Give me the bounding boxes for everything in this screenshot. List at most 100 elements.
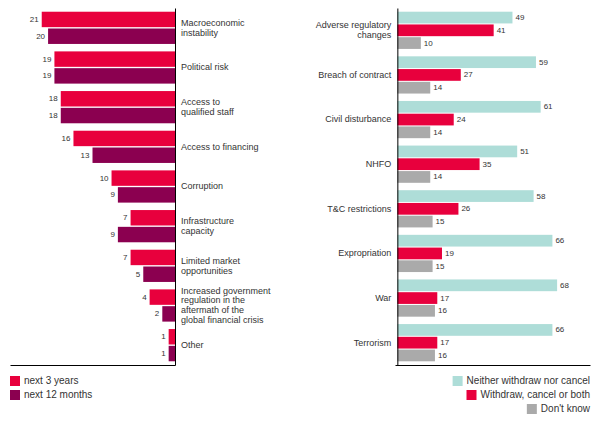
series-bars [397, 12, 557, 336]
legend-item: Withdraw, cancel or both [467, 389, 591, 400]
legend-swatch [10, 376, 20, 386]
axis-line [175, 9, 176, 366]
tick-label: Limited marketopportunities [181, 256, 241, 276]
data-label: 21 [30, 15, 39, 24]
tick-label: Corruption [181, 181, 223, 191]
bar [397, 305, 435, 317]
tick-label-line: Access to [181, 97, 220, 107]
tick: Civil disturbance [325, 114, 391, 124]
data-label: 13 [81, 151, 90, 160]
legend-label: Withdraw, cancel or both [481, 389, 591, 400]
data-label: 14 [433, 128, 442, 137]
data-label: 15 [436, 262, 445, 271]
bar [150, 289, 175, 304]
data-label: 14 [433, 83, 442, 92]
data-label: 24 [457, 115, 466, 124]
tick: War [375, 293, 391, 303]
data-label: 35 [483, 160, 492, 169]
tick-label-line: Corruption [181, 181, 223, 191]
data-label: 1 [161, 349, 166, 358]
series-bars [397, 37, 435, 361]
data-labels: 211918161077412019181399521 [30, 15, 166, 358]
data-label: 58 [537, 192, 546, 201]
bar [397, 146, 517, 158]
tick-label-line: instability [181, 28, 219, 38]
bar [131, 210, 175, 225]
tick-label-line: regulation in the [181, 295, 245, 305]
bars [397, 12, 557, 362]
tick-label: Terrorism [354, 338, 392, 348]
bar [118, 227, 175, 242]
bar [112, 170, 175, 185]
tick-label: NHFO [366, 159, 392, 169]
tick-label-line: Political risk [181, 62, 229, 72]
tick: Macroeconomicinstability [181, 18, 245, 38]
legend-item: next 12 months [10, 389, 92, 400]
tick-label-line: Civil disturbance [325, 114, 391, 124]
bar [397, 24, 493, 36]
data-label: 15 [436, 217, 445, 226]
bar [397, 279, 557, 291]
data-label: 59 [539, 58, 548, 67]
data-label: 7 [123, 253, 128, 262]
data-label: 2 [155, 309, 160, 318]
data-label: 68 [560, 281, 569, 290]
tick: Increased governmentregulation in theaft… [181, 286, 271, 326]
bar [397, 69, 460, 81]
data-label: 10 [424, 39, 433, 48]
tick: Breach of contract [318, 70, 392, 80]
tick-label: Access to financing [181, 142, 259, 152]
tick-label: Adverse regulatorychanges [316, 20, 392, 40]
bar [397, 101, 540, 113]
x-axis [11, 365, 176, 366]
data-label: 19 [43, 55, 52, 64]
legend-item: Don't know [527, 403, 591, 414]
tick-label-line: global financial crisis [181, 315, 264, 325]
axis-line [11, 365, 176, 366]
bar [397, 216, 432, 228]
data-labels: 4959615158666866412724352619171710141414… [424, 13, 570, 360]
legend-swatch [453, 376, 463, 386]
bar [162, 306, 175, 321]
tick-label-line: qualified staff [181, 107, 234, 117]
tick-label-line: Adverse regulatory [316, 20, 392, 30]
bar [397, 235, 552, 247]
bar [397, 260, 432, 272]
legend-label: next 3 years [24, 375, 78, 386]
tick-label: Infrastructurecapacity [181, 216, 234, 236]
bar [397, 126, 430, 138]
tick: Corruption [181, 181, 223, 191]
tick-label: T&C restrictions [327, 204, 392, 214]
tick-label-line: changes [357, 30, 392, 40]
tick-label-line: Limited market [181, 256, 241, 266]
legend-label: Neither withdraw nor cancel [467, 375, 590, 386]
bars [42, 12, 175, 362]
bar [397, 248, 442, 260]
bar [93, 148, 176, 163]
tick: Terrorism [354, 338, 392, 348]
tick-label-line: Other [181, 340, 204, 350]
tick: Limited marketopportunities [181, 256, 241, 276]
bar [397, 158, 479, 170]
tick-label-line: capacity [181, 226, 215, 236]
bar [397, 292, 437, 304]
bar [48, 29, 175, 44]
data-label: 5 [136, 270, 141, 279]
legend: Neither withdraw nor cancel Withdraw, can… [453, 375, 591, 414]
data-label: 17 [440, 294, 449, 303]
data-label: 16 [62, 134, 71, 143]
tick: Other [181, 340, 204, 350]
bar [61, 91, 175, 106]
data-label: 14 [433, 172, 442, 181]
data-label: 66 [555, 236, 564, 245]
bar [397, 114, 453, 126]
tick-label-line: Increased government [181, 286, 271, 296]
data-label: 49 [515, 13, 524, 22]
tick-label-line: Infrastructure [181, 216, 234, 226]
tick-label-line: Access to financing [181, 142, 259, 152]
tick: Access toqualified staff [181, 97, 234, 117]
series-bars [48, 29, 175, 362]
tick-label-line: NHFO [366, 159, 392, 169]
data-label: 1 [161, 332, 166, 341]
x-axis [396, 365, 591, 366]
